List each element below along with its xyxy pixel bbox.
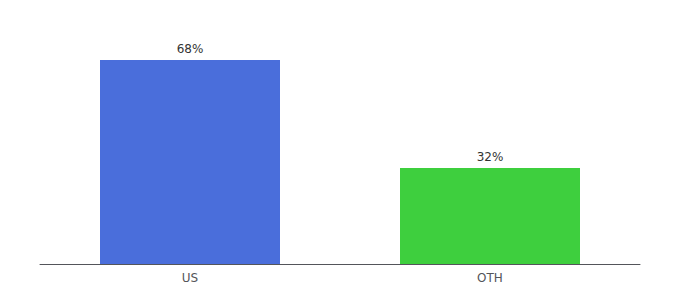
svg-text:32%: 32% — [477, 150, 504, 164]
svg-text:68%: 68% — [177, 42, 204, 56]
svg-text:US: US — [182, 271, 198, 285]
svg-text:OTH: OTH — [477, 271, 503, 285]
